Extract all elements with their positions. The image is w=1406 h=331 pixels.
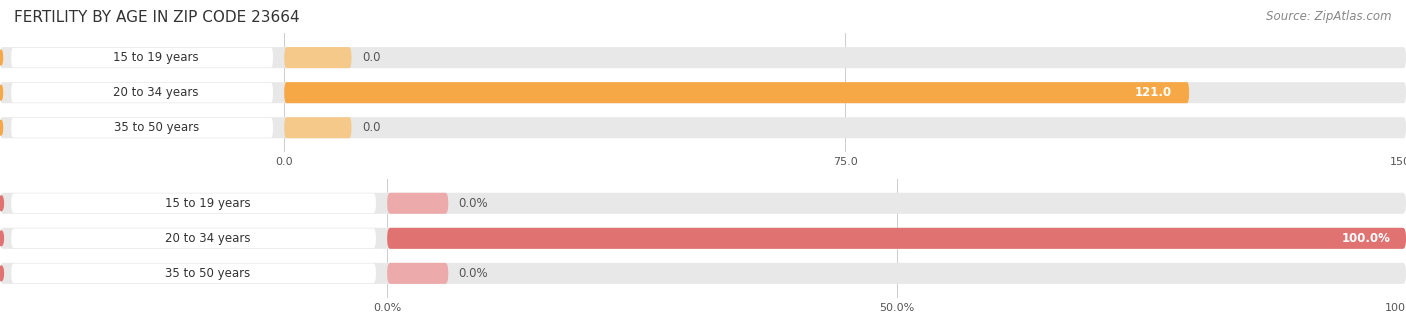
Text: 100.0%: 100.0% [1341, 232, 1391, 245]
Circle shape [0, 196, 3, 211]
FancyBboxPatch shape [0, 228, 1406, 249]
FancyBboxPatch shape [387, 228, 1406, 249]
Text: FERTILITY BY AGE IN ZIP CODE 23664: FERTILITY BY AGE IN ZIP CODE 23664 [14, 10, 299, 25]
Circle shape [0, 50, 3, 65]
Text: 0.0%: 0.0% [458, 197, 488, 210]
FancyBboxPatch shape [0, 82, 1406, 103]
FancyBboxPatch shape [11, 263, 375, 283]
Circle shape [0, 120, 3, 135]
FancyBboxPatch shape [11, 193, 375, 213]
Text: 35 to 50 years: 35 to 50 years [114, 121, 198, 134]
FancyBboxPatch shape [0, 47, 1406, 68]
Text: 35 to 50 years: 35 to 50 years [165, 267, 250, 280]
FancyBboxPatch shape [284, 82, 1189, 103]
FancyBboxPatch shape [0, 263, 1406, 284]
Text: 15 to 19 years: 15 to 19 years [114, 51, 200, 64]
FancyBboxPatch shape [284, 47, 352, 68]
Text: 20 to 34 years: 20 to 34 years [114, 86, 198, 99]
Text: 0.0%: 0.0% [458, 267, 488, 280]
Text: 20 to 34 years: 20 to 34 years [165, 232, 250, 245]
FancyBboxPatch shape [11, 118, 273, 138]
Text: 15 to 19 years: 15 to 19 years [165, 197, 250, 210]
FancyBboxPatch shape [11, 48, 273, 68]
FancyBboxPatch shape [11, 83, 273, 103]
FancyBboxPatch shape [11, 228, 375, 248]
Text: 0.0: 0.0 [363, 121, 381, 134]
FancyBboxPatch shape [0, 193, 1406, 214]
Text: 121.0: 121.0 [1135, 86, 1173, 99]
FancyBboxPatch shape [387, 263, 449, 284]
Circle shape [0, 266, 3, 281]
FancyBboxPatch shape [284, 117, 352, 138]
FancyBboxPatch shape [387, 193, 449, 214]
FancyBboxPatch shape [0, 117, 1406, 138]
Circle shape [0, 85, 3, 100]
Text: Source: ZipAtlas.com: Source: ZipAtlas.com [1267, 10, 1392, 23]
Circle shape [0, 231, 3, 246]
Text: 0.0: 0.0 [363, 51, 381, 64]
